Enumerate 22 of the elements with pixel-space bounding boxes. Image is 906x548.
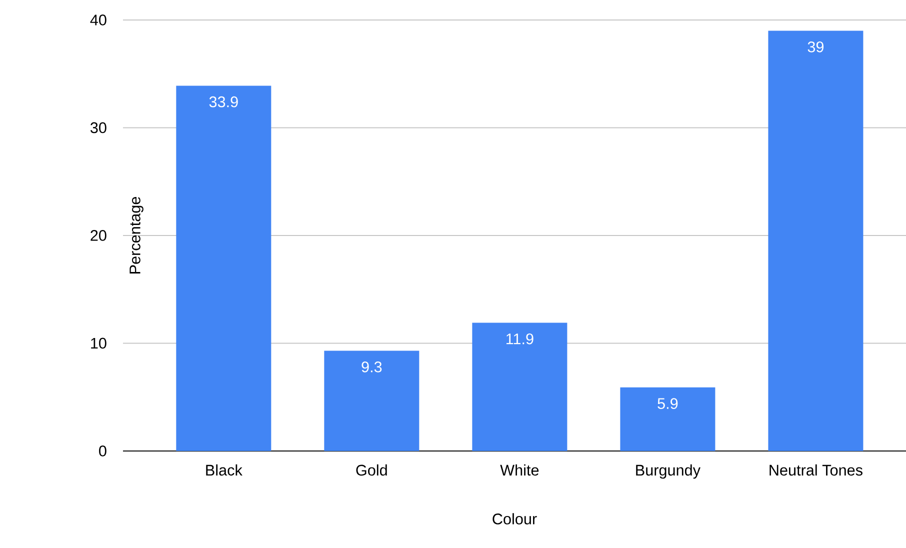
data-label: 33.9 (209, 96, 238, 108)
bar (472, 322, 568, 451)
y-tick-label: 10 (91, 338, 106, 349)
data-label: 9.3 (362, 361, 382, 372)
y-tick-label: 30 (90, 122, 106, 134)
x-axis-title: Colour (492, 513, 537, 524)
x-tick-label: Black (206, 464, 242, 476)
x-tick-label: Gold (356, 464, 387, 476)
bar (768, 30, 864, 451)
bar (176, 86, 272, 451)
x-tick-label: White (500, 464, 539, 476)
data-label: 5.9 (658, 398, 678, 409)
x-tick-label: Burgundy (636, 464, 700, 479)
y-tick-label: 20 (90, 230, 106, 241)
bar (324, 350, 420, 451)
y-tick-label: 0 (99, 446, 106, 456)
y-axis-title: Percentage (130, 196, 144, 274)
bar (620, 387, 716, 451)
y-tick-label: 40 (90, 14, 106, 26)
data-label: 39 (808, 41, 824, 52)
data-label: 11.9 (506, 333, 534, 344)
x-tick-label: Neutral Tones (770, 464, 862, 476)
